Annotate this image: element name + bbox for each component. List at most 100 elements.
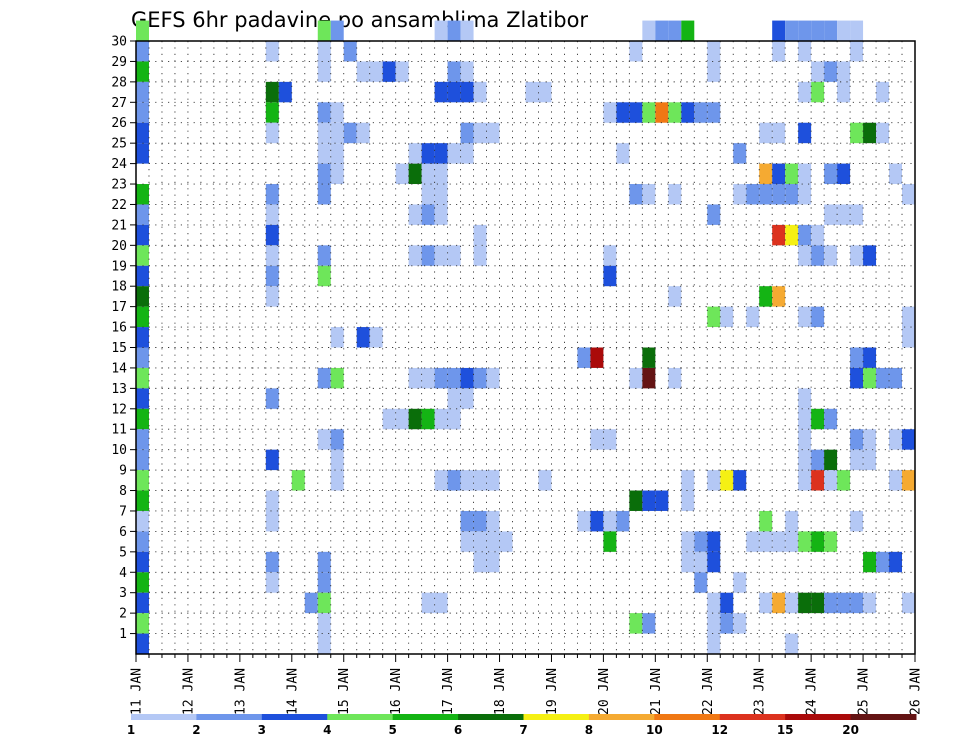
heatmap-cell: [837, 163, 851, 185]
y-tick-label: 18: [111, 280, 127, 295]
heatmap-cell: [655, 20, 669, 41]
heatmap-cell: [265, 224, 279, 246]
heatmap-cell: [317, 41, 331, 62]
heatmap-cell: [694, 102, 708, 123]
heatmap-cell: [811, 306, 825, 328]
heatmap-cell: [655, 490, 669, 511]
x-tick-label: 14 JAN: [285, 668, 300, 715]
heatmap-cell: [136, 286, 149, 307]
heatmap-cell: [447, 61, 461, 82]
heatmap-cell: [824, 470, 838, 491]
heatmap-cell: [668, 286, 682, 307]
heatmap-cell: [421, 245, 435, 266]
heatmap-cell: [447, 20, 461, 41]
y-tick-label: 26: [111, 116, 127, 131]
y-tick-label: 5: [119, 545, 127, 560]
heatmap-cell: [473, 551, 487, 573]
heatmap-cell: [136, 20, 149, 41]
heatmap-cell: [330, 143, 344, 164]
y-tick-label: 10: [111, 443, 127, 458]
heatmap-cell: [408, 143, 422, 164]
heatmap-cell: [317, 143, 331, 164]
heatmap-cell: [707, 592, 721, 614]
heatmap-cell: [785, 224, 799, 246]
heatmap-cell: [330, 122, 344, 144]
heatmap-cell: [902, 470, 915, 491]
heatmap-cell: [317, 245, 331, 266]
y-tick-label: 11: [111, 423, 127, 438]
heatmap-cell: [902, 306, 915, 328]
heatmap-cell: [668, 102, 682, 123]
heatmap-cell: [369, 327, 383, 348]
heatmap-cell: [265, 184, 279, 205]
heatmap-cell: [798, 41, 812, 62]
heatmap-cell: [889, 163, 903, 185]
heatmap-cell: [616, 510, 630, 532]
heatmap-cell: [136, 510, 149, 532]
heatmap-cell: [798, 163, 812, 185]
heatmap-cell: [603, 510, 617, 532]
heatmap-cell: [889, 470, 903, 491]
heatmap-cell: [772, 531, 786, 552]
heatmap-cell: [772, 224, 786, 246]
heatmap-cell: [603, 429, 617, 450]
heatmap-cell: [408, 408, 422, 430]
colorbar-label: 12: [711, 723, 728, 737]
heatmap-cell: [876, 551, 890, 573]
heatmap-cell: [538, 470, 552, 491]
heatmap-cells: [136, 20, 915, 654]
heatmap-cell: [811, 245, 825, 266]
heatmap-cell: [434, 143, 448, 164]
heatmap-cell: [772, 592, 786, 614]
heatmap-cell: [317, 102, 331, 123]
heatmap-cell: [863, 429, 877, 450]
heatmap-cell: [759, 184, 773, 205]
y-tick-label: 4: [119, 566, 127, 581]
heatmap-cell: [811, 470, 825, 491]
heatmap-cell: [330, 20, 344, 41]
heatmap-cell: [681, 551, 695, 573]
heatmap-cell: [707, 102, 721, 123]
heatmap-cell: [590, 429, 604, 450]
heatmap-cell: [356, 61, 370, 82]
heatmap-cell: [136, 347, 149, 368]
heatmap-cell: [317, 592, 331, 614]
heatmap-cell: [265, 81, 279, 103]
heatmap-cell: [798, 470, 812, 491]
heatmap-cell: [136, 204, 149, 225]
heatmap-cell: [473, 122, 487, 144]
heatmap-cell: [447, 245, 461, 266]
heatmap-cell: [720, 592, 734, 614]
heatmap-cell: [772, 184, 786, 205]
heatmap-cell: [759, 122, 773, 144]
colorbar-swatch: [196, 714, 263, 720]
colorbar-label: 2: [192, 723, 200, 737]
heatmap-cell: [408, 367, 422, 389]
heatmap-cell: [694, 531, 708, 552]
heatmap-cell: [642, 490, 656, 511]
heatmap-cell: [136, 388, 149, 409]
heatmap-cell: [460, 143, 474, 164]
heatmap-cell: [746, 184, 760, 205]
y-tick-label: 25: [111, 137, 127, 152]
colorbar-swatch: [588, 714, 655, 720]
heatmap-cell: [629, 41, 643, 62]
colorbar-legend: 1 2 3 4 5 6 7 8 10 12 15 20: [127, 714, 917, 737]
heatmap-cell: [863, 347, 877, 368]
heatmap-cell: [863, 592, 877, 614]
heatmap-cell: [707, 633, 721, 654]
heatmap-cell: [330, 449, 344, 471]
heatmap-cell: [772, 163, 786, 185]
heatmap-cell: [486, 367, 500, 389]
heatmap-cell: [837, 81, 851, 103]
heatmap-cell: [707, 306, 721, 328]
y-tick-label: 17: [111, 300, 127, 315]
heatmap-cell: [265, 265, 279, 287]
heatmap-cell: [136, 184, 149, 205]
heatmap-cell: [603, 102, 617, 123]
heatmap-cell: [434, 204, 448, 225]
heatmap-cell: [642, 20, 656, 41]
heatmap-cell: [577, 510, 591, 532]
colorbar-swatch: [785, 714, 852, 720]
heatmap-cell: [265, 102, 279, 123]
